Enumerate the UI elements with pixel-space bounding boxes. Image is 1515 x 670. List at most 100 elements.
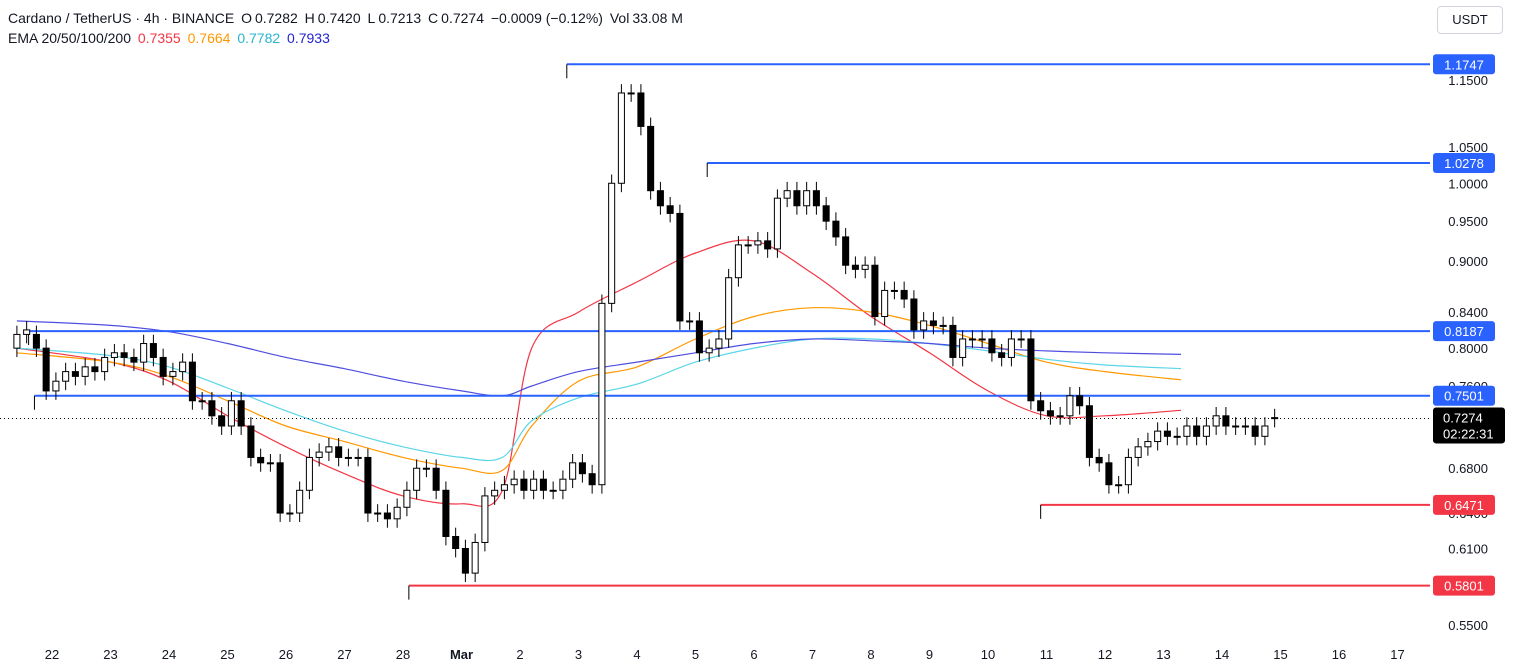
candle-body-down [988,338,996,354]
candle-body-down [637,92,645,127]
x-tick-label: 6 [750,647,757,662]
open-value: 0.7282 [254,10,298,26]
candle [1066,387,1074,425]
candle-body-up [101,356,109,373]
candle [530,470,538,500]
candle-body-up [354,456,362,459]
candle-body-down [588,473,596,486]
candle-body-down [900,289,908,300]
candle-body-down [364,456,372,514]
candle [159,348,167,386]
candle [569,454,577,489]
candle-body-down [647,125,655,192]
current-price-label: 0.7274 [1443,410,1483,425]
candle-body-down [1271,417,1279,420]
x-tick-label: 17 [1390,647,1404,662]
candle-body-down [1222,415,1230,427]
high-value: 0.7420 [317,10,361,26]
candle [1183,417,1191,446]
candle [374,504,382,522]
candle-body-up [1261,425,1269,437]
resistance-price-label-3: 0.7501 [1444,389,1484,404]
candle-body-up [266,462,274,465]
candle [91,358,99,381]
resistance-price-label-1: 1.0278 [1444,156,1484,171]
candle [442,481,450,546]
ema200-line [16,320,1182,397]
x-tick-label: 22 [45,647,59,662]
candle-body-up [1154,430,1162,443]
candle [705,339,713,362]
candle [1232,417,1240,435]
y-tick-label: 1.0000 [1448,176,1488,191]
candle-body-up [715,338,723,349]
candle [81,358,89,386]
candle-body-down [851,264,859,270]
candle-body-down [188,361,196,402]
candle [227,391,235,435]
candle [783,181,791,208]
candle [842,228,850,275]
candle [539,470,547,500]
candle [656,181,664,215]
candle [286,504,294,522]
current-price-tag [1433,407,1505,444]
candle [578,454,586,483]
candle [890,281,898,300]
x-tick-label: 16 [1332,647,1346,662]
low-value: 0.7213 [378,10,422,26]
y-tick-label: 0.9500 [1448,214,1488,229]
candle-body-up [305,456,313,491]
candle-body-down [695,320,703,354]
candle [1105,454,1113,494]
candle-body-down [120,352,128,358]
candle-body-up [491,489,499,497]
candle-body-up [959,338,967,358]
candle [305,448,313,500]
y-tick-label: 0.6800 [1448,461,1488,476]
candle [140,334,148,372]
high-label: H [304,10,315,26]
candle [559,470,567,500]
x-tick-label: 2 [516,647,523,662]
candle [13,325,21,358]
time-axis[interactable]: 22 23 24 25 26 27 28 Mar 2 3 4 5 6 7 8 9 10 11 12 13 14 15 16 1… [45,647,1405,662]
candle-body-down [822,205,830,222]
candle [637,84,645,136]
candle-body-down [871,264,879,318]
candle [325,437,333,462]
candle-body-down [208,400,216,417]
candle-body-up [1017,338,1025,341]
candle [959,330,967,367]
candle [364,448,372,522]
candle [110,343,118,367]
candle [510,470,518,494]
candle-body-up [1115,484,1123,487]
candle-body-down [1037,400,1045,412]
candle [471,533,479,583]
candle [871,256,879,326]
resistance-price-label-0: 1.1747 [1444,57,1484,72]
low-label: L [367,10,376,26]
candle-body-down [1105,462,1113,486]
support-price-label-4: 0.6471 [1444,498,1484,513]
candle-body-up [1202,425,1210,437]
candle-body-down [432,467,440,491]
currency-unit-button[interactable]: USDT [1437,6,1503,34]
candle [120,343,128,367]
candle-body-down [1085,405,1093,458]
candle [296,481,304,522]
candle-body-up [510,478,518,486]
candle [881,281,889,326]
candle-body-up [471,541,479,574]
candle-body-down [578,462,586,475]
candle-body-down [237,400,245,427]
candle [218,406,226,435]
candle [988,330,996,362]
candle [647,117,655,200]
candle [832,212,840,246]
candle [62,362,70,391]
resistance-price-tag-2 [1433,321,1495,342]
candle-body-up [1066,395,1074,417]
